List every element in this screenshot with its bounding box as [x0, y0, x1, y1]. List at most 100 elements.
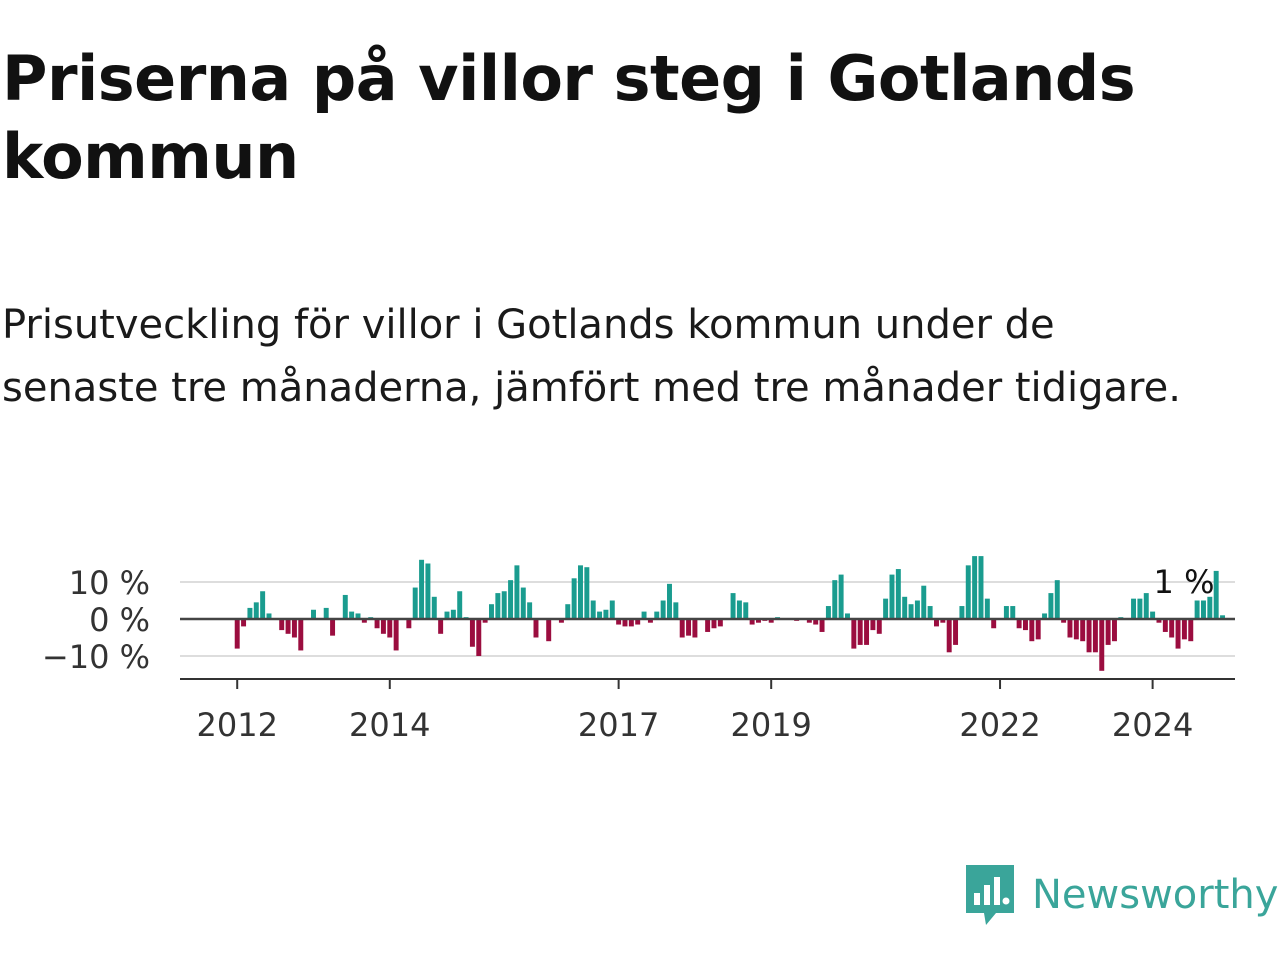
bar [546, 619, 552, 642]
bar [756, 619, 761, 623]
bar [1003, 606, 1009, 619]
bar [1150, 611, 1156, 619]
y-tick-label: 10 % [69, 564, 150, 602]
bar [1073, 619, 1079, 640]
x-tick-label: 2017 [578, 706, 659, 744]
bar [628, 619, 634, 627]
bar [597, 611, 603, 619]
bar [489, 604, 494, 619]
bar [838, 574, 844, 619]
bar [266, 613, 272, 619]
bar [711, 619, 717, 629]
bar [1169, 619, 1175, 638]
y-tick-labels: 10 %0 %−10 % [42, 564, 150, 676]
newsworthy-logo-icon [966, 865, 1014, 925]
bar [1067, 619, 1073, 638]
bar [330, 619, 336, 636]
bar [991, 619, 997, 629]
x-tick-label: 2022 [959, 706, 1040, 744]
bar [1194, 600, 1200, 619]
bar [806, 619, 812, 623]
bar [1188, 619, 1194, 642]
bar [927, 606, 933, 619]
bar [247, 607, 253, 619]
x-tick-label: 2014 [349, 706, 430, 744]
bar [450, 609, 456, 619]
bar [635, 619, 641, 625]
bar [387, 619, 393, 638]
bar [1200, 600, 1206, 619]
bar [393, 619, 399, 651]
bar [679, 619, 685, 638]
bar [1099, 619, 1105, 671]
bar [946, 619, 952, 653]
bar [622, 619, 628, 627]
bar [438, 619, 444, 634]
bar [895, 569, 901, 619]
bar [469, 619, 475, 647]
y-tick-label: 0 % [89, 601, 150, 639]
bar [1042, 613, 1048, 619]
bar [380, 619, 386, 634]
bar [425, 563, 431, 619]
bar [349, 611, 355, 619]
bar [406, 619, 412, 629]
bar [565, 604, 571, 619]
bar [1143, 593, 1149, 619]
bar [1111, 619, 1117, 642]
bar [870, 619, 876, 631]
bar [590, 600, 596, 619]
bar [1029, 619, 1035, 642]
bar [508, 580, 514, 619]
bar [1105, 619, 1111, 645]
chart-title: Priserna på villor steg i Gotlands kommu… [2, 42, 1136, 193]
bar [527, 602, 533, 619]
bar [965, 565, 971, 619]
bar [1131, 598, 1137, 619]
bar [902, 596, 908, 619]
bar [736, 600, 742, 619]
bar [686, 619, 692, 636]
bars [234, 556, 1226, 671]
bar [514, 565, 520, 619]
bar [361, 619, 367, 623]
bar [444, 611, 450, 619]
bar [533, 619, 539, 638]
bar [819, 619, 825, 632]
x-tick-label: 2012 [196, 706, 277, 744]
bar [717, 619, 723, 627]
bar [412, 587, 418, 619]
bar [851, 619, 857, 649]
bar [959, 606, 965, 619]
bar [419, 559, 425, 619]
bar [889, 574, 895, 619]
brand-logo: Newsworthy [962, 860, 1278, 930]
bar [972, 556, 978, 619]
bar [730, 593, 736, 619]
bar [260, 591, 266, 619]
bar [940, 619, 946, 623]
bar [482, 619, 488, 623]
bar [520, 587, 526, 619]
bar-chart: 10 %0 %−10 % 2012 2014 2017 2019 2022 2024 1 … [42, 556, 1235, 744]
bar [914, 600, 920, 619]
bar [1010, 606, 1016, 619]
bar [1080, 619, 1086, 642]
axes [180, 617, 1235, 689]
bar [616, 619, 622, 625]
bar [1181, 619, 1187, 640]
bar [342, 594, 348, 619]
bar [641, 611, 647, 619]
bar [883, 598, 889, 619]
bar [323, 607, 329, 619]
bar [743, 602, 749, 619]
bar [285, 619, 291, 634]
bar [1156, 619, 1162, 623]
bar [1035, 619, 1041, 640]
bar [705, 619, 711, 632]
bar [845, 613, 850, 619]
bar [1137, 598, 1143, 619]
bar [1162, 619, 1168, 632]
bar [279, 619, 285, 631]
bar [298, 619, 304, 651]
